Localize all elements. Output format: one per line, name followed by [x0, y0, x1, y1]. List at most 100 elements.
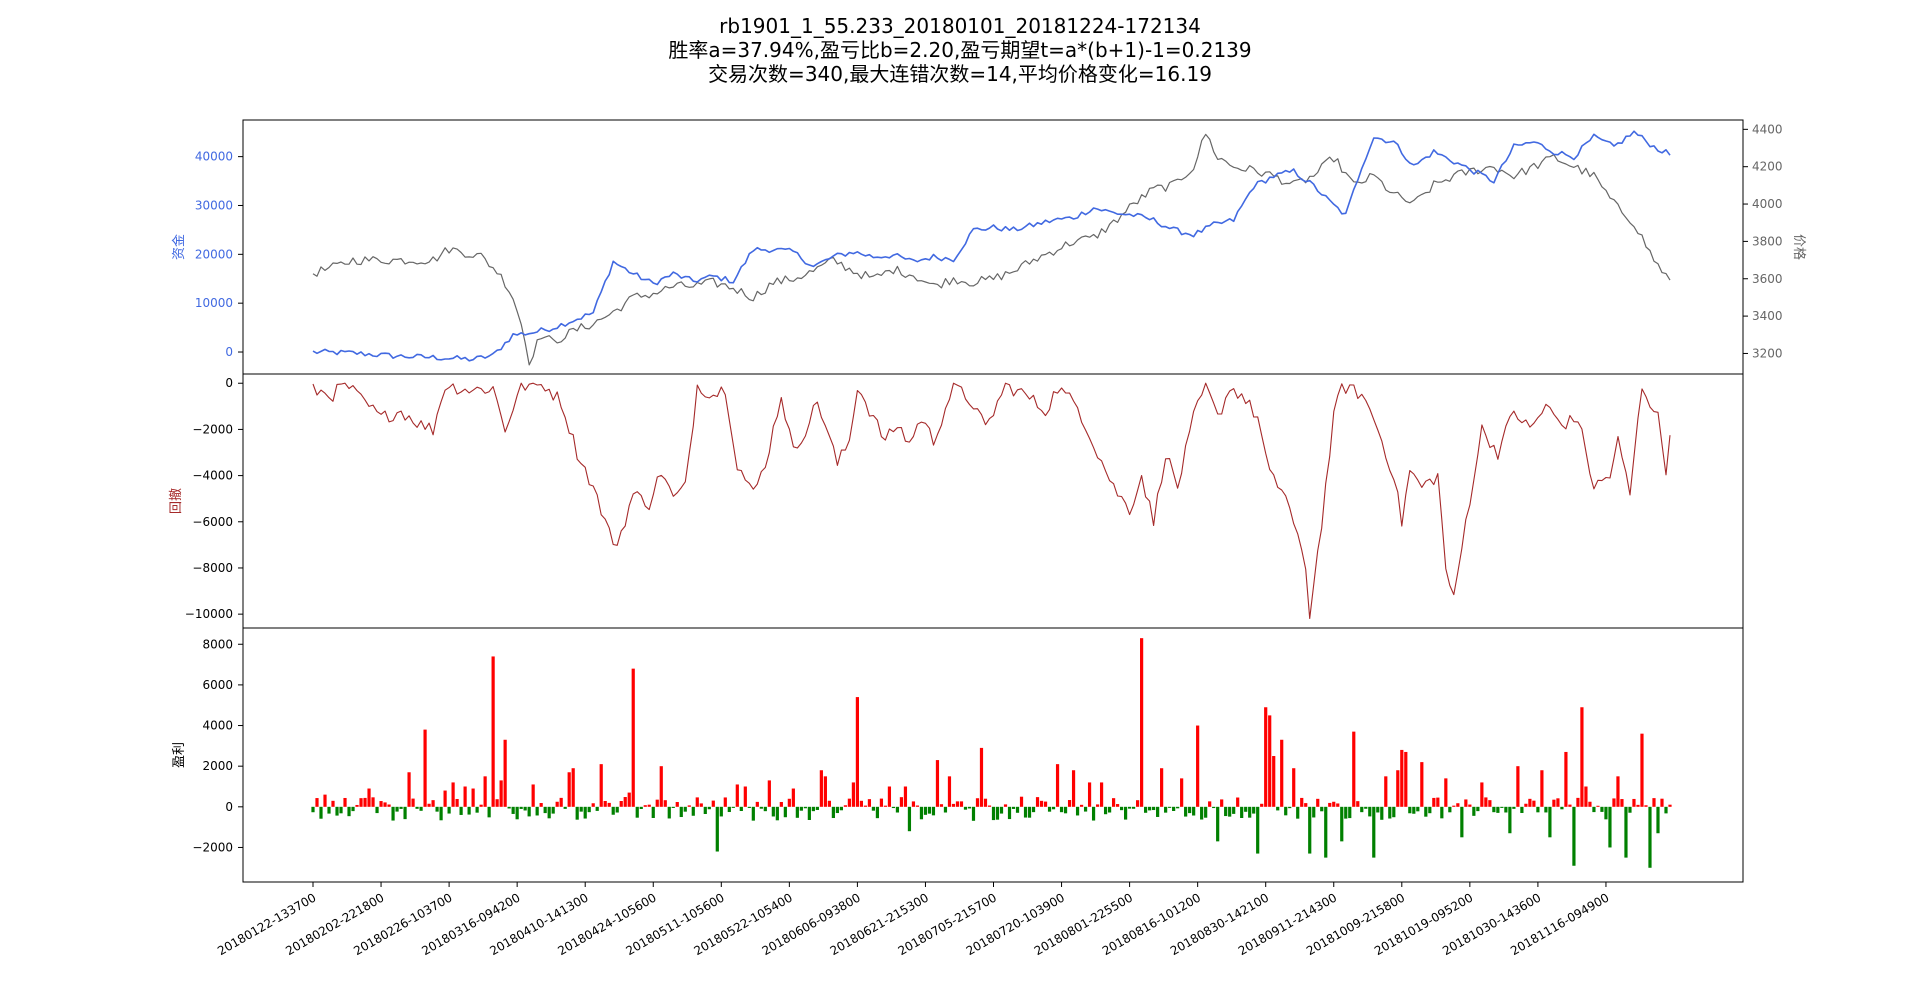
profit-bar — [603, 800, 607, 807]
profit-bar — [1248, 806, 1252, 818]
profit-bar — [1280, 739, 1284, 807]
profit-bar — [1180, 778, 1184, 807]
profit-bar — [975, 798, 980, 807]
capital-ytick-label: 0 — [225, 345, 233, 359]
profit-bar — [1288, 806, 1292, 809]
profit-bar — [1624, 806, 1628, 858]
drawdown-ytick-label: −10000 — [185, 607, 233, 621]
profit-bar — [951, 803, 956, 807]
profit-bar — [611, 806, 615, 815]
profit-bar — [739, 806, 743, 812]
profit-bar — [683, 806, 687, 812]
drawdown-ytick-label: 0 — [225, 376, 233, 390]
profit-bar — [1132, 806, 1136, 809]
profit-bar — [1003, 804, 1008, 807]
profit-bar — [1392, 806, 1396, 818]
profit-bar — [819, 770, 823, 807]
profit-bar — [803, 806, 807, 809]
profit-bar — [1508, 806, 1512, 834]
profit-bar — [1380, 806, 1384, 820]
profit-bar — [1063, 806, 1068, 814]
profit-bar — [1524, 803, 1528, 807]
profit-bar — [483, 776, 487, 807]
profit-bar — [1220, 799, 1224, 807]
profit-bar — [1640, 733, 1644, 807]
profit-bar — [1128, 806, 1132, 809]
profit-bar — [659, 766, 663, 807]
drawdown-line — [312, 382, 1671, 620]
profit-bar — [399, 806, 403, 809]
profit-bar — [439, 806, 443, 821]
profit-bar — [959, 801, 964, 807]
profit-bar — [1452, 805, 1456, 807]
profit-bar — [495, 799, 499, 807]
profit-bar — [1328, 802, 1332, 807]
profit-bar — [1284, 806, 1288, 816]
profit-bar — [1047, 806, 1052, 812]
profit-bar — [627, 792, 631, 807]
profit-bar — [451, 782, 455, 807]
profit-bar — [1240, 806, 1244, 818]
profit-bar — [551, 806, 555, 814]
profit-bar — [1428, 806, 1432, 814]
profit-bar — [403, 806, 407, 820]
profit-bar — [691, 806, 695, 816]
profit-bar — [555, 801, 559, 807]
profit-bar — [1480, 782, 1484, 807]
profit-bar — [875, 806, 880, 819]
profit-bar — [407, 772, 411, 807]
profit-bar — [1216, 806, 1220, 842]
profit-bar — [1584, 786, 1588, 807]
profit-bar — [887, 786, 892, 807]
profit-bar — [1172, 806, 1176, 811]
profit-bar — [991, 806, 996, 821]
profit-bar — [711, 800, 715, 807]
profit-bar — [647, 804, 651, 807]
profit-bar — [947, 776, 952, 807]
capital-axis-title: 资金 — [171, 234, 187, 260]
profit-bar — [1476, 806, 1480, 812]
profit-bar — [911, 801, 916, 807]
profit-bar — [339, 806, 343, 814]
profit-bar — [1600, 806, 1604, 812]
profit-bar — [567, 772, 571, 807]
profit-bar — [319, 806, 323, 819]
profit-bar — [923, 806, 928, 815]
profit-bar — [1616, 776, 1620, 807]
profit-bar — [747, 806, 751, 808]
profit-bar — [579, 806, 583, 812]
profit-axis-title: 盈利 — [172, 742, 187, 768]
profit-bar — [1144, 806, 1148, 813]
profit-bar — [343, 797, 347, 807]
profit-bar — [719, 806, 723, 817]
profit-bar — [523, 806, 527, 811]
profit-bar — [827, 800, 831, 807]
profit-bar — [995, 806, 1000, 820]
profit-bar — [1059, 806, 1064, 813]
profit-bar — [655, 799, 659, 807]
profit-bar — [1416, 806, 1420, 812]
profit-bar — [1420, 762, 1424, 807]
profit-bar — [1244, 806, 1248, 812]
profit-bar — [1232, 806, 1236, 814]
profit-bar — [347, 806, 351, 817]
profit-bar — [883, 805, 888, 807]
profit-bar — [1464, 799, 1468, 807]
profit-bar — [967, 806, 972, 809]
profit-bar — [1083, 806, 1088, 812]
profit-bar — [863, 805, 868, 807]
profit-bar — [363, 797, 367, 807]
profit-bar — [471, 788, 475, 807]
profit-bar — [1023, 806, 1028, 818]
profit-bar — [1396, 770, 1400, 807]
profit-bar — [479, 804, 483, 807]
profit-bar — [1424, 806, 1428, 817]
profit-bar — [1312, 806, 1316, 818]
profit-bar — [1432, 797, 1436, 807]
chart-title-line-1: rb1901_1_55.233_20180101_20181224-172134 — [719, 14, 1201, 38]
profit-bar — [767, 780, 771, 807]
profit-bar — [919, 806, 924, 820]
profit-bar — [1224, 806, 1228, 817]
profit-bar — [1468, 804, 1472, 807]
profit-bar — [927, 806, 932, 814]
